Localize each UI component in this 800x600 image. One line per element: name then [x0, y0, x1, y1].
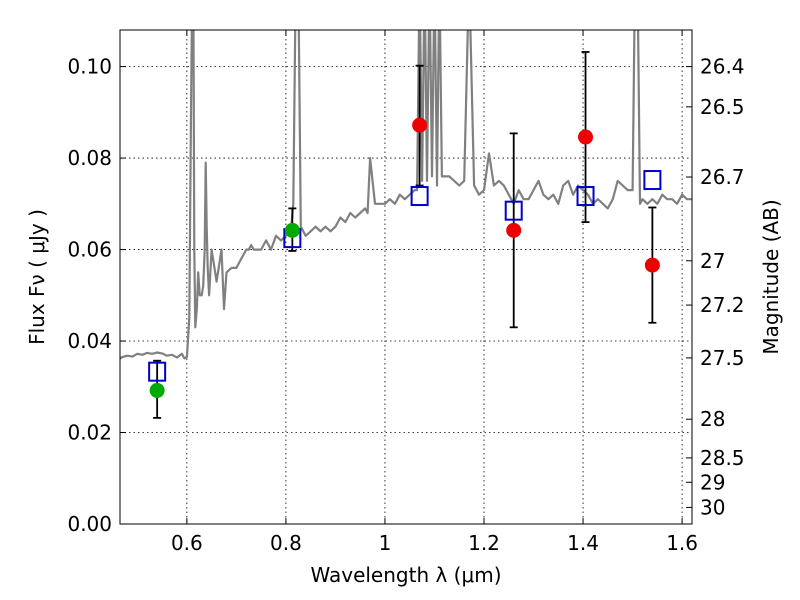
x-tick-label: 0.8 [270, 531, 302, 555]
mag-tick-label: 27 [700, 249, 725, 273]
green-point-marker [284, 222, 300, 238]
model-square-marker [410, 186, 429, 207]
y-tick-label: 0.06 [67, 238, 112, 262]
model-square-marker [643, 170, 662, 191]
y-tick-label: 0.10 [67, 55, 112, 79]
model-square-marker [148, 361, 167, 382]
red-point-marker [506, 222, 522, 238]
mag-tick-label: 28.5 [700, 446, 745, 470]
axes: 0.6 0.8 1 1.2 1.4 1.6 0.00 0.02 0.04 0.06 0.08 0.10… [67, 30, 745, 555]
x-tick-label: 0.6 [171, 531, 203, 555]
red-point-marker [578, 129, 594, 145]
model-square-marker [504, 200, 523, 221]
mag-tick-label: 29 [700, 470, 725, 494]
mag-tick-label: 28 [700, 407, 725, 431]
mag-tick-label: 27.5 [700, 346, 745, 370]
x-tick-label: 1.6 [666, 531, 698, 555]
mag-tick-label: 27.2 [700, 293, 745, 317]
plot-frame [119, 29, 693, 525]
y-axis-label: Flux Fν ( μJy ) [25, 209, 49, 345]
grid [120, 30, 692, 524]
x-tick-label: 1.4 [567, 531, 599, 555]
mag-tick-label: 26.5 [700, 95, 745, 119]
x-tick-label: 1 [379, 531, 392, 555]
y-tick-label: 0.04 [67, 329, 112, 353]
y-tick-label: 0.02 [67, 421, 112, 445]
y2-axis-label: Magnitude (AB) [759, 199, 783, 354]
red-point-marker [412, 117, 428, 133]
plot-area [120, 30, 692, 419]
model-square-marker [576, 186, 595, 207]
x-axis-label: Wavelength λ (μm) [310, 563, 501, 587]
mag-tick-label: 26.7 [700, 165, 745, 189]
green-point-marker [149, 382, 165, 398]
red-point-marker [644, 257, 660, 273]
mag-tick-label: 30 [700, 495, 725, 519]
y-tick-label: 0.08 [67, 146, 112, 170]
x-tick-label: 1.2 [468, 531, 500, 555]
mag-tick-label: 26.4 [700, 55, 745, 79]
spectrum-line [120, 30, 692, 360]
y-tick-label: 0.00 [67, 512, 112, 536]
